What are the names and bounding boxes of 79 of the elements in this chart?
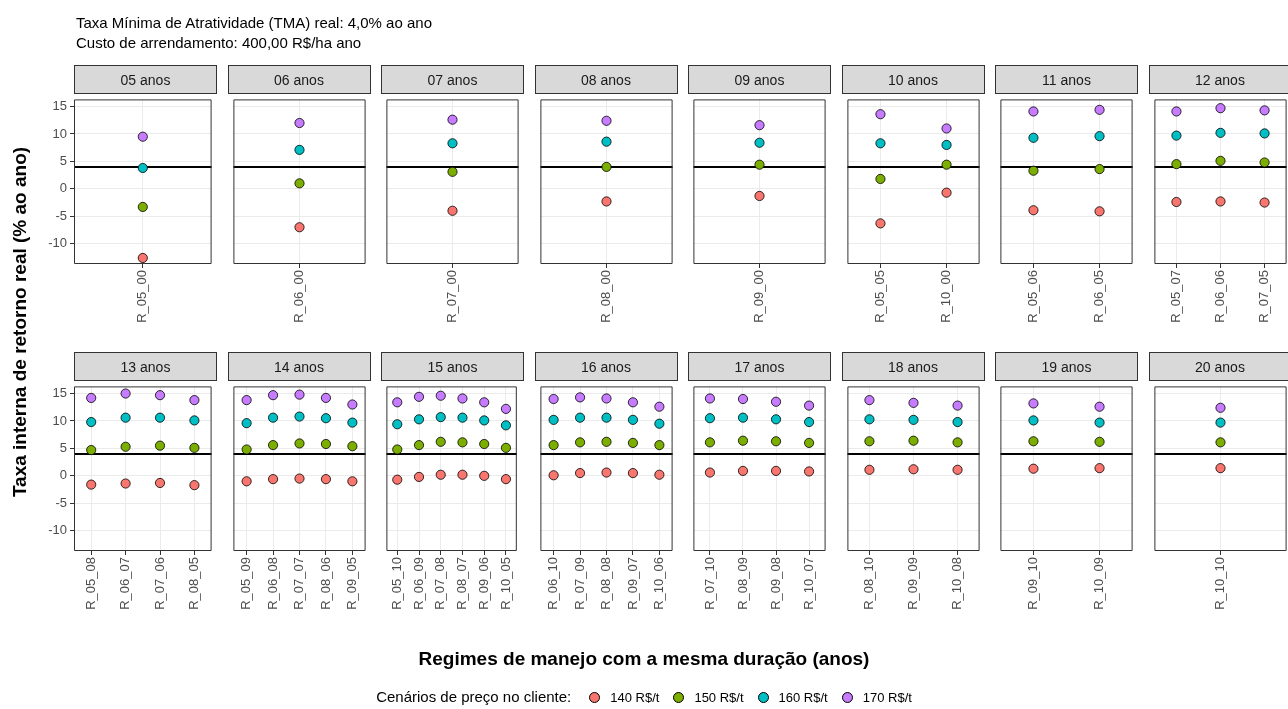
x-tick-label: R_09_10: [1025, 557, 1041, 610]
x-tick-label: R_06_08: [264, 557, 280, 610]
x-tick-label: R_06_05: [1091, 270, 1107, 323]
chart-title: 18 anos: [841, 352, 985, 381]
chart-title: 13 anos: [74, 352, 217, 381]
x-tick-label: R_09_00: [751, 270, 767, 323]
chart-title: 19 anos: [995, 352, 1138, 381]
x-tick-label: R_08_05: [185, 557, 201, 610]
y-tick-label: -5: [55, 494, 67, 510]
legend-label: 160 R$/t: [777, 690, 828, 705]
x-tick-label: R_09_05: [343, 557, 359, 610]
x-tick-label: R_05_08: [82, 557, 98, 610]
x-tick-label: R_09_07: [624, 557, 640, 610]
y-axis-title: Taxa interna de retorno real (% ao ano): [9, 146, 31, 498]
x-tick-label: R_06_09: [410, 557, 426, 610]
x-tick-label: R_05_09: [237, 557, 253, 610]
x-tick-label: R_08_10: [860, 557, 876, 610]
x-tick-label: R_08_08: [597, 557, 613, 610]
legend-label: 170 R$/t: [861, 690, 912, 705]
y-tick-label: 15: [52, 98, 67, 114]
x-tick-label: R_08_00: [597, 270, 613, 323]
x-tick-label: R_10_07: [800, 557, 816, 610]
x-tick-label: R_10_05: [497, 557, 513, 610]
x-tick-label: R_07_06: [151, 557, 167, 610]
y-tick-label: -5: [55, 207, 67, 223]
y-tick-label: 5: [59, 152, 67, 168]
x-tick-label: R_06_00: [290, 270, 306, 323]
x-tick-label: R_10_06: [650, 557, 666, 610]
x-tick-label: R_07_10: [701, 557, 717, 610]
y-tick-label: 5: [59, 439, 67, 455]
chart-title: 06 anos: [227, 65, 371, 94]
y-tick-label: -10: [48, 235, 67, 251]
x-tick-label: R_07_08: [432, 557, 448, 610]
x-tick-label: R_05_05: [871, 270, 887, 323]
chart-title: 16 anos: [534, 352, 678, 381]
chart-title: 10 anos: [841, 65, 985, 94]
y-tick-label: -10: [48, 522, 67, 538]
x-tick-label: R_07_05: [1255, 270, 1271, 323]
chart-title: 14 anos: [227, 352, 371, 381]
x-tick-label: R_06_10: [544, 557, 560, 610]
y-tick-label: 0: [59, 180, 67, 196]
x-tick-label: R_08_09: [734, 557, 750, 610]
chart-title: 09 anos: [688, 65, 831, 94]
x-tick-label: R_10_10: [1211, 557, 1227, 610]
chart-title: 15 anos: [381, 352, 524, 381]
y-tick-label: 0: [59, 467, 67, 483]
x-tick-label: R_10_00: [937, 270, 953, 323]
x-tick-label: R_08_06: [317, 557, 333, 610]
chart-title: 20 anos: [1148, 352, 1288, 381]
text: Custo de arrendamento: 400,00 R$/ha ano: [76, 34, 362, 51]
x-tick-label: R_09_06: [475, 557, 491, 610]
chart-title: 07 anos: [381, 65, 524, 94]
x-tick-label: R_06_06: [1211, 270, 1227, 323]
chart-title: 12 anos: [1148, 65, 1288, 94]
x-tick-label: R_10_09: [1091, 557, 1107, 610]
x-tick-label: R_07_00: [444, 270, 460, 323]
x-tick-label: R_07_09: [571, 557, 587, 610]
x-axis-title: Regimes de manejo com a mesma duração (anos): [417, 648, 871, 670]
chart-title: 11 anos: [995, 65, 1138, 94]
legend-label: 140 R$/t: [609, 690, 660, 705]
x-tick-label: R_05_10: [388, 557, 404, 610]
y-tick-label: 10: [52, 412, 67, 428]
x-tick-label: R_06_07: [117, 557, 133, 610]
x-tick-label: R_05_07: [1167, 270, 1183, 323]
y-tick-label: 15: [52, 385, 67, 401]
x-tick-label: R_10_08: [948, 557, 964, 610]
x-tick-label: R_07_07: [290, 557, 306, 610]
legend-label: 150 R$/t: [693, 690, 744, 705]
x-tick-label: R_09_08: [767, 557, 783, 610]
x-tick-label: R_05_00: [134, 270, 150, 323]
x-tick-label: R_09_09: [904, 557, 920, 610]
text: Taxa Mínima de Atratividade (TMA) real: 4,0% ao ano: [76, 14, 433, 31]
chart-title: 17 anos: [688, 352, 831, 381]
y-tick-label: 10: [52, 125, 67, 141]
chart-title: 08 anos: [534, 65, 678, 94]
legend-title: Cenários de preço no cliente:: [376, 688, 572, 705]
x-tick-label: R_08_07: [454, 557, 470, 610]
chart-title: 05 anos: [74, 65, 217, 94]
x-tick-label: R_05_06: [1025, 270, 1041, 323]
